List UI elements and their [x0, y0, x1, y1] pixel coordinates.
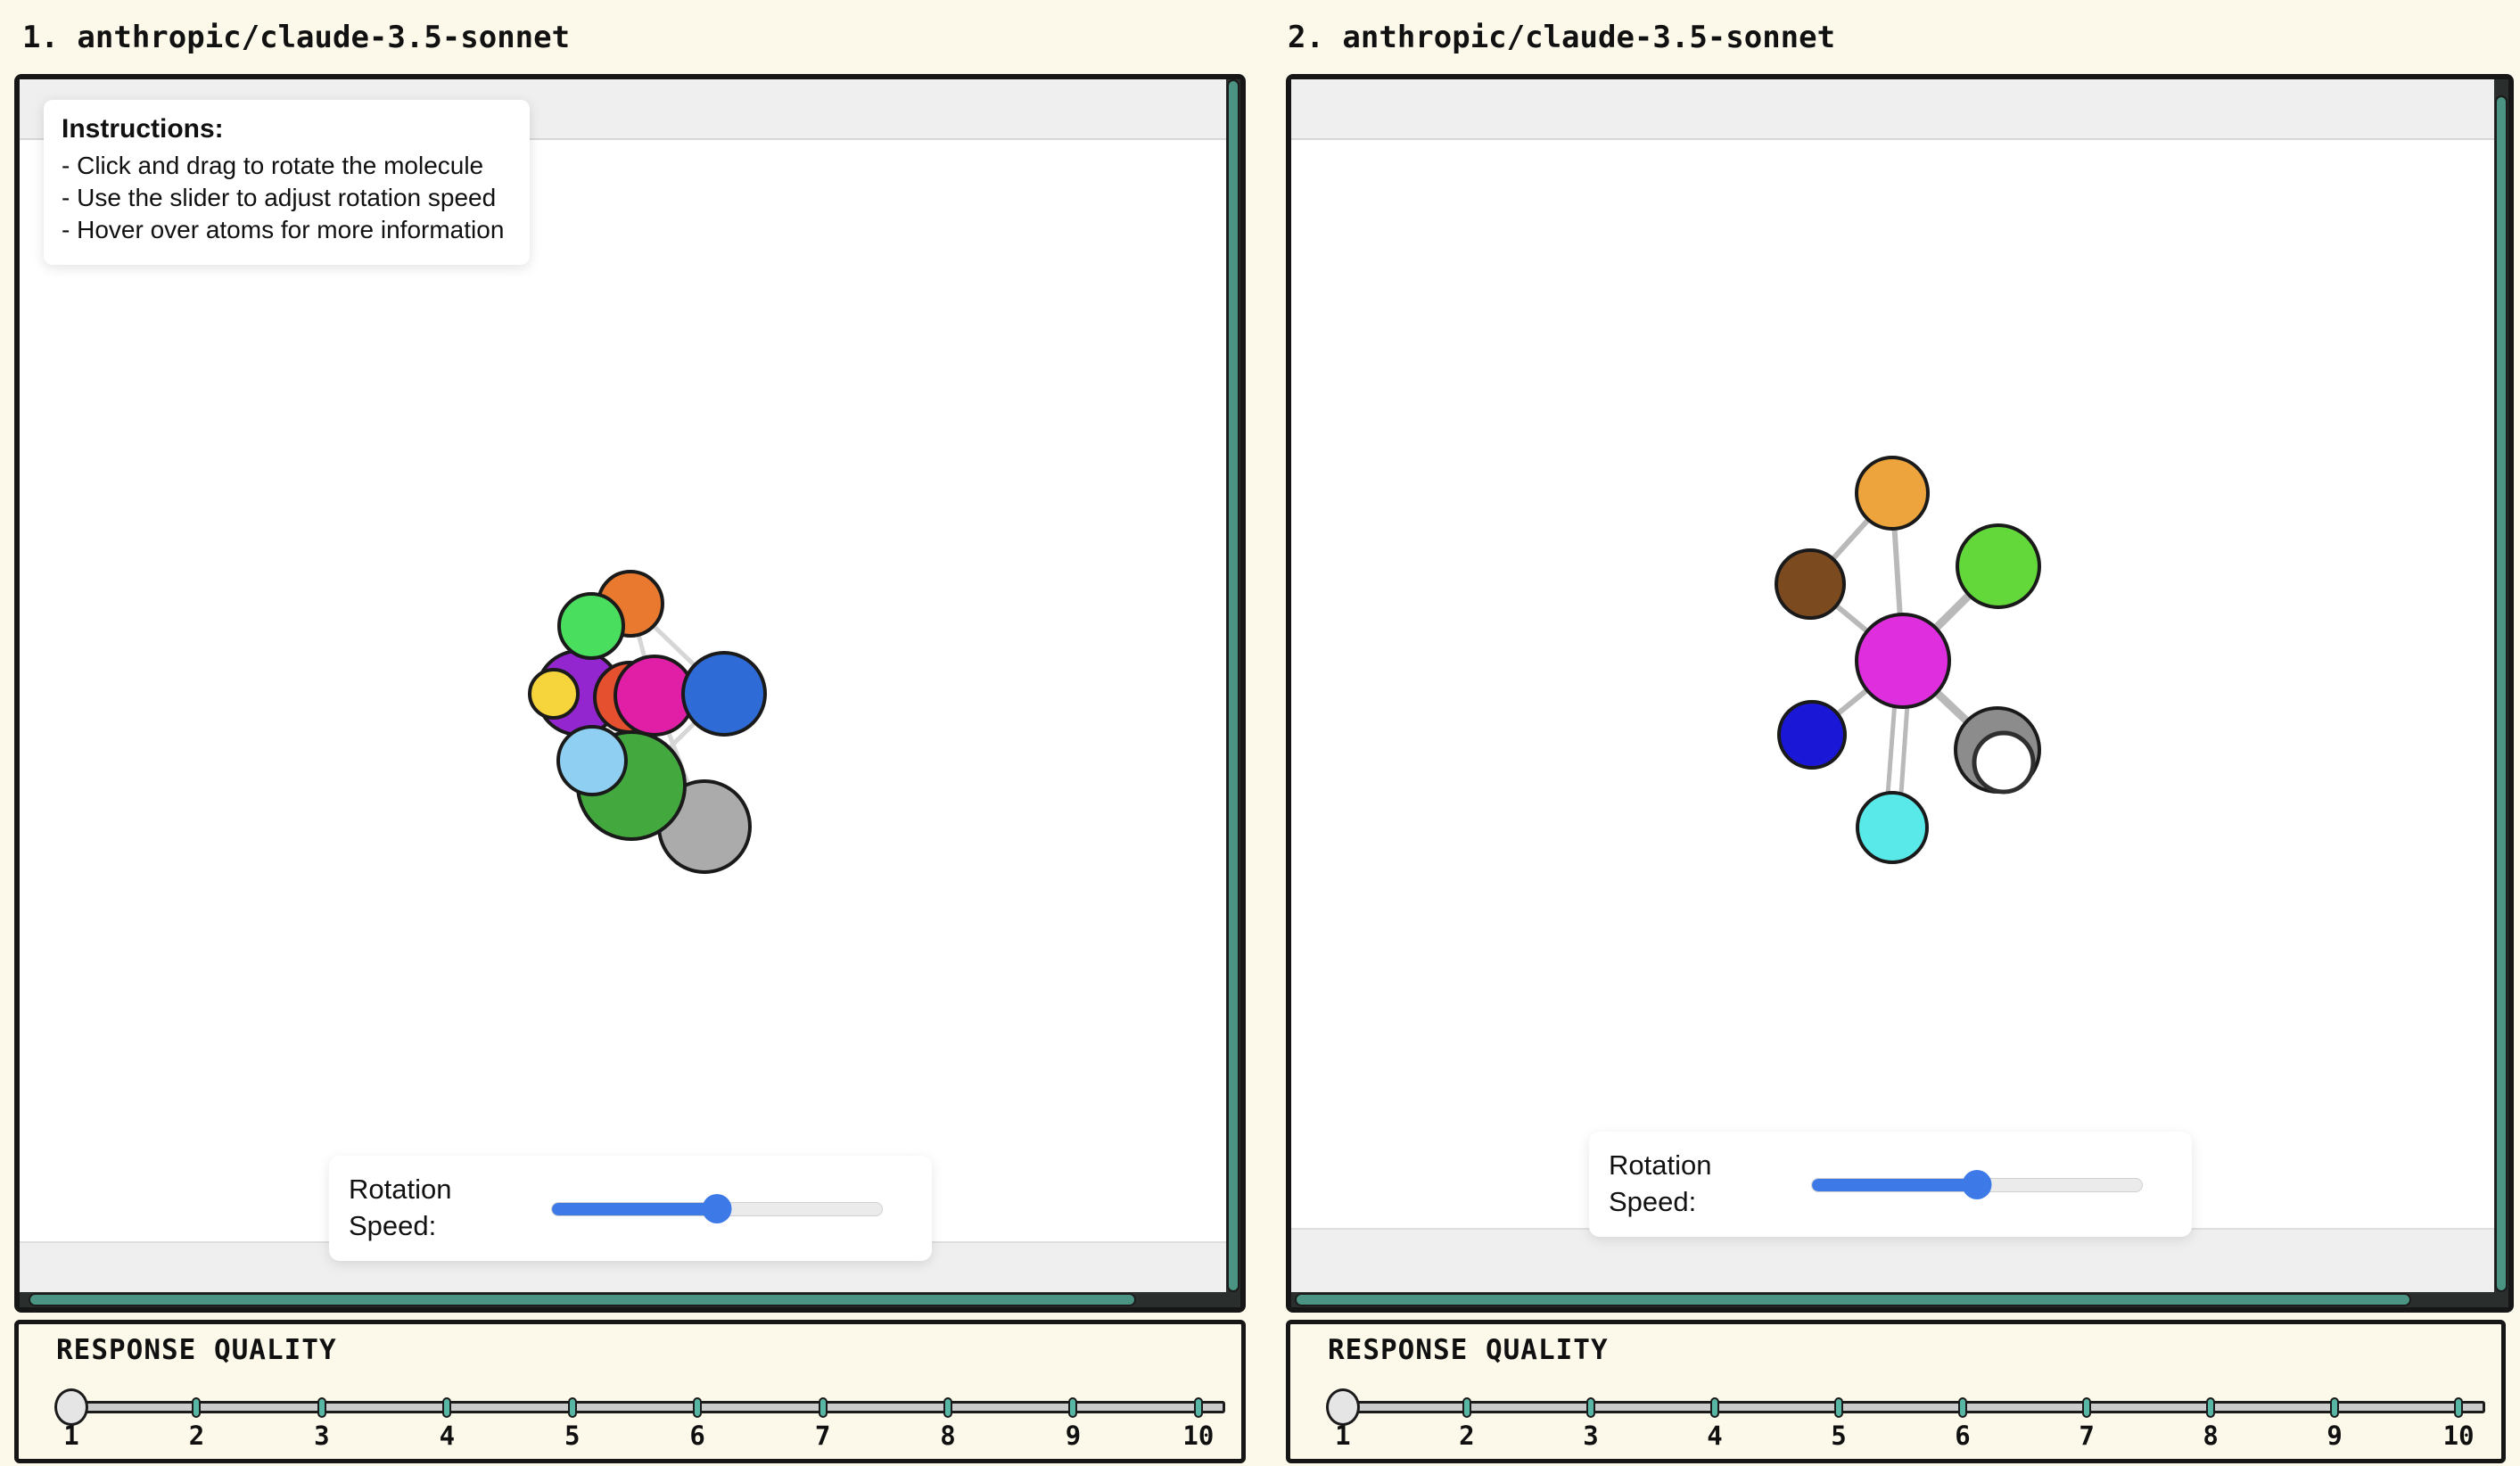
quality-number-8: 8	[940, 1421, 956, 1451]
panel-1-title: 1. anthropic/claude-3.5-sonnet	[22, 20, 571, 55]
quality-number-5: 5	[564, 1421, 581, 1451]
quality-number-3: 3	[1583, 1421, 1599, 1451]
atom-brown[interactable]	[1775, 548, 1846, 620]
quality-number-6: 6	[689, 1421, 705, 1451]
viewer-content-2: Rotation Speed:	[1291, 79, 2508, 1307]
quality-tick-2[interactable]	[1462, 1397, 1471, 1418]
quality-number-5: 5	[1831, 1421, 1847, 1451]
quality-number-10: 10	[1182, 1421, 1215, 1451]
panel-2-title: 2. anthropic/claude-3.5-sonnet	[1288, 20, 1836, 55]
quality-tick-3[interactable]	[1585, 1397, 1595, 1418]
quality-slider-knob[interactable]	[54, 1388, 89, 1426]
molecule-canvas[interactable]	[20, 79, 1226, 1292]
quality-number-1: 1	[63, 1421, 79, 1451]
rotation-speed-label: Rotation Speed:	[1609, 1149, 1712, 1217]
vertical-scrollbar-thumb[interactable]	[1227, 79, 1239, 1292]
vertical-scrollbar[interactable]	[1226, 79, 1240, 1292]
vertical-scrollbar[interactable]	[2494, 79, 2508, 1292]
rotation-slider-thumb[interactable]	[1962, 1170, 1992, 1199]
quality-slider-track[interactable]	[56, 1401, 1225, 1413]
quality-number-2: 2	[188, 1421, 205, 1451]
vertical-scrollbar-thumb[interactable]	[2495, 95, 2508, 1292]
instruction-line: - Click and drag to rotate the molecule	[62, 152, 484, 179]
atom-green[interactable]	[1956, 523, 2041, 609]
atom-orange[interactable]	[1855, 456, 1930, 531]
instructions-card: Instructions: - Click and drag to rotate…	[44, 100, 530, 266]
rotation-control-card: Rotation Speed:	[1589, 1132, 2192, 1237]
quality-scale-numbers: 1 2 3 4 5 6 7 8 9 10	[56, 1421, 1225, 1454]
page-header-strip	[1291, 79, 2494, 140]
quality-tick-5[interactable]	[1833, 1397, 1843, 1418]
quality-tick-8[interactable]	[2206, 1397, 2216, 1418]
rotation-slider-fill	[552, 1203, 717, 1215]
atom-yellow[interactable]	[528, 668, 580, 720]
quality-number-7: 7	[2079, 1421, 2095, 1451]
quality-tick-3[interactable]	[317, 1397, 326, 1418]
instruction-line: - Use the slider to adjust rotation spee…	[62, 183, 497, 211]
response-quality-slider[interactable]	[54, 1387, 1225, 1428]
quality-scale-numbers: 1 2 3 4 5 6 7 8 9 10	[1328, 1421, 2485, 1454]
rotation-speed-slider[interactable]	[1811, 1168, 2143, 1200]
horizontal-scrollbar[interactable]	[20, 1292, 1240, 1307]
quality-tick-2[interactable]	[192, 1397, 202, 1418]
atom-sky-blue[interactable]	[556, 725, 628, 796]
instructions-heading: Instructions:	[62, 114, 224, 144]
viewer-content-1: Instructions: - Click and drag to rotate…	[20, 79, 1240, 1307]
response-quality-slider[interactable]	[1325, 1387, 2485, 1428]
quality-number-6: 6	[1955, 1421, 1971, 1451]
atom-magenta[interactable]	[1855, 613, 1951, 709]
instruction-line: - Hover over atoms for more information	[62, 215, 505, 243]
rotation-speed-label: Rotation Speed:	[349, 1174, 452, 1241]
quality-number-1: 1	[1335, 1421, 1351, 1451]
quality-number-7: 7	[814, 1421, 831, 1451]
quality-tick-7[interactable]	[2082, 1397, 2092, 1418]
response-quality-panel-1: RESPONSE QUALITY 1 2 3 4 5 6 7 8 9 10	[14, 1320, 1246, 1463]
quality-tick-10[interactable]	[1193, 1397, 1203, 1418]
horizontal-scrollbar-thumb[interactable]	[29, 1293, 1136, 1306]
response-quality-panel-2: RESPONSE QUALITY 1 2 3 4 5 6 7 8 9 10	[1286, 1320, 2506, 1463]
molecule-viewer-panel-2: Rotation Speed:	[1286, 74, 2514, 1313]
atom-blue[interactable]	[1777, 700, 1847, 770]
quality-number-8: 8	[2203, 1421, 2219, 1451]
quality-number-10: 10	[2442, 1421, 2475, 1451]
quality-number-4: 4	[439, 1421, 456, 1451]
quality-tick-6[interactable]	[693, 1397, 703, 1418]
rotation-slider-thumb[interactable]	[702, 1194, 732, 1223]
quality-tick-9[interactable]	[2330, 1397, 2340, 1418]
quality-tick-6[interactable]	[1958, 1397, 1968, 1418]
rotation-speed-slider[interactable]	[551, 1192, 883, 1224]
atom-cyan[interactable]	[1856, 791, 1929, 864]
atom-blue[interactable]	[681, 651, 767, 737]
response-quality-label: RESPONSE QUALITY	[56, 1334, 337, 1366]
quality-number-4: 4	[1707, 1421, 1723, 1451]
quality-number-9: 9	[1065, 1421, 1082, 1451]
quality-tick-8[interactable]	[943, 1397, 952, 1418]
rotation-slider-fill	[1812, 1179, 1977, 1191]
quality-number-2: 2	[1459, 1421, 1475, 1451]
quality-number-9: 9	[2326, 1421, 2343, 1451]
quality-tick-10[interactable]	[2454, 1397, 2464, 1418]
response-quality-label: RESPONSE QUALITY	[1328, 1334, 1609, 1366]
rotation-control-card: Rotation Speed:	[329, 1156, 932, 1261]
horizontal-scrollbar[interactable]	[1291, 1292, 2508, 1307]
quality-slider-track[interactable]	[1328, 1401, 2485, 1413]
quality-tick-4[interactable]	[1709, 1397, 1719, 1418]
quality-tick-7[interactable]	[818, 1397, 828, 1418]
quality-tick-9[interactable]	[1068, 1397, 1078, 1418]
atom-light-green[interactable]	[557, 592, 625, 660]
quality-tick-4[interactable]	[442, 1397, 452, 1418]
molecule-canvas[interactable]	[1291, 79, 2494, 1292]
horizontal-scrollbar-thumb[interactable]	[1295, 1293, 2411, 1306]
quality-slider-knob[interactable]	[1325, 1388, 1360, 1426]
molecule-viewer-panel-1: Instructions: - Click and drag to rotate…	[14, 74, 1246, 1313]
quality-number-3: 3	[314, 1421, 330, 1451]
atom-white[interactable]	[1972, 730, 2036, 795]
quality-tick-5[interactable]	[567, 1397, 577, 1418]
